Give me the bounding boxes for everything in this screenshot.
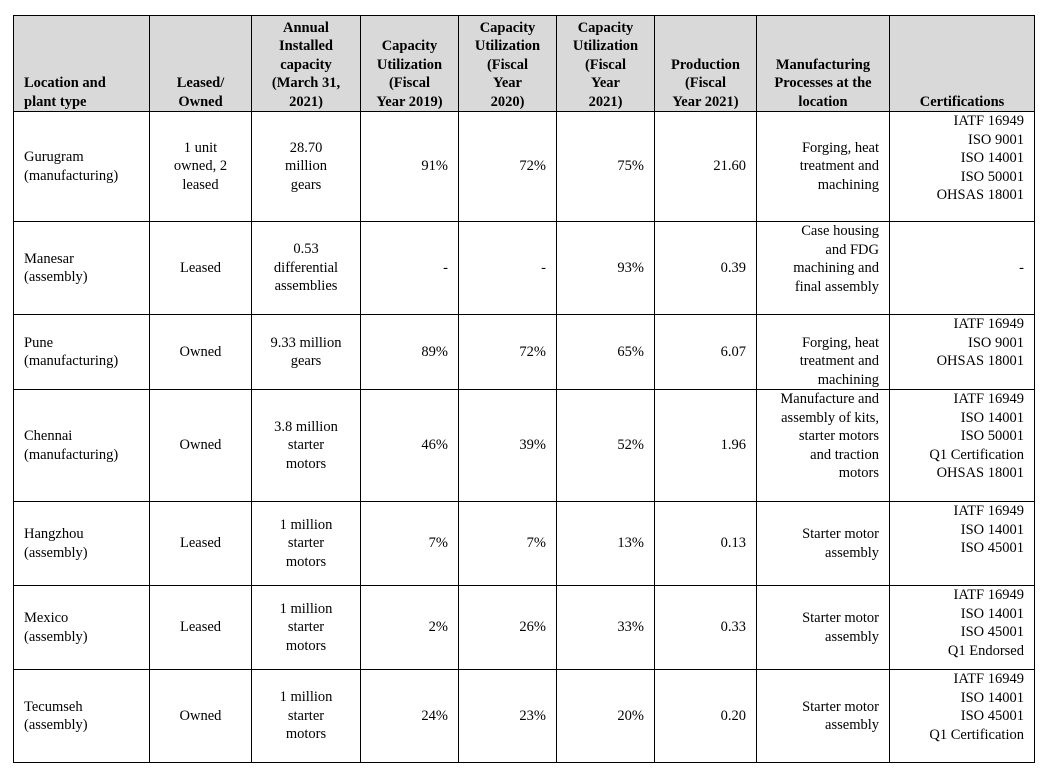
cell-leased-owned: Owned (149, 669, 252, 763)
header-production-2021: Production (Fiscal Year 2021) (654, 15, 757, 112)
cell-manufacturing-processes: Forging, heat treatment and machining (756, 314, 890, 390)
cell-manufacturing-processes: Starter motor assembly (756, 501, 890, 586)
cell-utilization-2019: 2% (360, 585, 459, 670)
table-header-row: Location and plant type Leased/ Owned An… (13, 15, 1035, 112)
cell-leased-owned: Owned (149, 314, 252, 390)
cell-utilization-2019: 24% (360, 669, 459, 763)
cell-utilization-2020: 7% (458, 501, 557, 586)
cell-location: Mexico (assembly) (13, 585, 150, 670)
cell-utilization-2020: 39% (458, 389, 557, 502)
cell-utilization-2021: 93% (556, 221, 655, 315)
cell-utilization-2019: 46% (360, 389, 459, 502)
header-utilization-2019: Capacity Utilization (Fiscal Year 2019) (360, 15, 459, 112)
cell-installed-capacity: 1 million starter motors (251, 585, 361, 670)
plant-capacity-table: Location and plant type Leased/ Owned An… (13, 15, 1035, 763)
cell-production-2021: 1.96 (654, 389, 757, 502)
cell-leased-owned: 1 unit owned, 2 leased (149, 111, 252, 222)
cell-manufacturing-processes: Starter motor assembly (756, 669, 890, 763)
header-leased-owned: Leased/ Owned (149, 15, 252, 112)
cell-utilization-2020: 26% (458, 585, 557, 670)
cell-manufacturing-processes: Starter motor assembly (756, 585, 890, 670)
table-row: Tecumseh (assembly) Owned 1 million star… (13, 669, 1035, 763)
cell-utilization-2020: 23% (458, 669, 557, 763)
cell-production-2021: 6.07 (654, 314, 757, 390)
cell-installed-capacity: 28.70 million gears (251, 111, 361, 222)
cell-leased-owned: Leased (149, 585, 252, 670)
cell-location: Hangzhou (assembly) (13, 501, 150, 586)
plant-capacity-table-container: Location and plant type Leased/ Owned An… (13, 15, 1035, 763)
cell-installed-capacity: 0.53 differential assemblies (251, 221, 361, 315)
cell-manufacturing-processes: Manufacture and assembly of kits, starte… (756, 389, 890, 502)
cell-certifications: IATF 16949 ISO 9001 ISO 14001 ISO 50001 … (889, 111, 1035, 222)
cell-certifications: IATF 16949 ISO 14001 ISO 50001 Q1 Certif… (889, 389, 1035, 502)
header-certifications: Certifications (889, 15, 1035, 112)
cell-production-2021: 0.20 (654, 669, 757, 763)
cell-utilization-2019: 91% (360, 111, 459, 222)
header-installed-capacity: Annual Installed capacity (March 31, 202… (251, 15, 361, 112)
cell-utilization-2021: 52% (556, 389, 655, 502)
cell-utilization-2020: 72% (458, 314, 557, 390)
table-row: Manesar (assembly) Leased 0.53 different… (13, 221, 1035, 315)
header-manufacturing-processes: Manufacturing Processes at the location (756, 15, 890, 112)
cell-production-2021: 0.33 (654, 585, 757, 670)
table-row: Gurugram (manufacturing) 1 unit owned, 2… (13, 111, 1035, 222)
cell-manufacturing-processes: Case housing and FDG machining and final… (756, 221, 890, 315)
cell-installed-capacity: 1 million starter motors (251, 501, 361, 586)
cell-utilization-2021: 20% (556, 669, 655, 763)
cell-utilization-2021: 33% (556, 585, 655, 670)
header-location: Location and plant type (13, 15, 150, 112)
cell-installed-capacity: 1 million starter motors (251, 669, 361, 763)
cell-location: Chennai (manufacturing) (13, 389, 150, 502)
table-row: Mexico (assembly) Leased 1 million start… (13, 585, 1035, 670)
cell-location: Manesar (assembly) (13, 221, 150, 315)
header-utilization-2020: Capacity Utilization (Fiscal Year 2020) (458, 15, 557, 112)
cell-production-2021: 0.13 (654, 501, 757, 586)
cell-utilization-2019: - (360, 221, 459, 315)
cell-utilization-2019: 7% (360, 501, 459, 586)
cell-utilization-2021: 13% (556, 501, 655, 586)
cell-location: Tecumseh (assembly) (13, 669, 150, 763)
cell-certifications: IATF 16949 ISO 14001 ISO 45001 Q1 Endors… (889, 585, 1035, 670)
cell-certifications: IATF 16949 ISO 14001 ISO 45001 Q1 Certif… (889, 669, 1035, 763)
cell-certifications: - (889, 221, 1035, 315)
table-row: Pune (manufacturing) Owned 9.33 million … (13, 314, 1035, 390)
table-row: Chennai (manufacturing) Owned 3.8 millio… (13, 389, 1035, 502)
table-row: Hangzhou (assembly) Leased 1 million sta… (13, 501, 1035, 586)
cell-leased-owned: Leased (149, 501, 252, 586)
cell-installed-capacity: 9.33 million gears (251, 314, 361, 390)
cell-leased-owned: Leased (149, 221, 252, 315)
cell-utilization-2020: 72% (458, 111, 557, 222)
cell-production-2021: 0.39 (654, 221, 757, 315)
cell-utilization-2020: - (458, 221, 557, 315)
cell-manufacturing-processes: Forging, heat treatment and machining (756, 111, 890, 222)
cell-certifications: IATF 16949 ISO 9001 OHSAS 18001 (889, 314, 1035, 390)
cell-utilization-2021: 75% (556, 111, 655, 222)
cell-installed-capacity: 3.8 million starter motors (251, 389, 361, 502)
cell-leased-owned: Owned (149, 389, 252, 502)
cell-location: Pune (manufacturing) (13, 314, 150, 390)
cell-location: Gurugram (manufacturing) (13, 111, 150, 222)
cell-utilization-2019: 89% (360, 314, 459, 390)
cell-utilization-2021: 65% (556, 314, 655, 390)
cell-certifications: IATF 16949 ISO 14001 ISO 45001 (889, 501, 1035, 586)
cell-production-2021: 21.60 (654, 111, 757, 222)
header-utilization-2021: Capacity Utilization (Fiscal Year 2021) (556, 15, 655, 112)
